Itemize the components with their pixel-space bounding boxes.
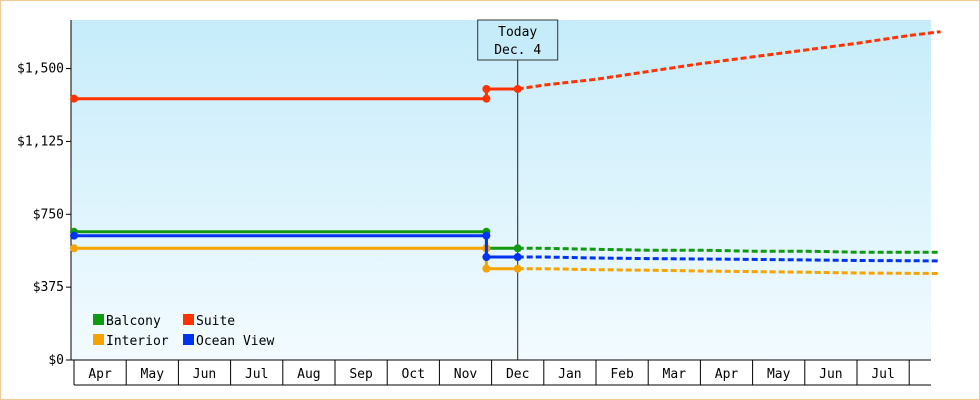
x-tick-label: Jun (819, 367, 842, 382)
x-tick-label: Mar (663, 367, 687, 382)
x-tick-label: Feb (610, 367, 634, 382)
today-label: Today (498, 25, 537, 40)
series-point (482, 94, 491, 103)
x-tick-label: May (141, 367, 165, 382)
series-forecast-line (517, 255, 941, 263)
x-tick-label: Sep (349, 367, 373, 382)
series-layer (70, 30, 941, 275)
y-tick-label: $375 (33, 280, 64, 295)
x-tick-label: Jan (558, 367, 581, 382)
today-marker: Today Dec. 4 (477, 19, 559, 360)
legend-label: Interior (106, 334, 169, 349)
series-forecast-line (517, 267, 941, 275)
x-tick-label: Jul (871, 367, 894, 382)
series-point (70, 94, 78, 103)
x-tick-label: Dec (506, 367, 529, 382)
y-tick-label: $0 (48, 353, 64, 368)
series-forecast-line (517, 30, 941, 91)
x-tick-label: Jul (245, 367, 268, 382)
y-tick-label: $1,125 (17, 134, 64, 149)
legend-swatch (183, 314, 194, 325)
series-point (70, 231, 78, 240)
legend-swatch (93, 334, 104, 345)
series-ocean-view (70, 231, 941, 263)
x-tick-label: Jun (193, 367, 216, 382)
plot-background (71, 20, 931, 360)
x-tick-label: Aug (297, 367, 320, 382)
series-suite (70, 30, 941, 103)
legend-item-interior: Interior (93, 334, 169, 349)
x-tick-label: Oct (402, 367, 425, 382)
legend-item-balcony: Balcony (93, 314, 161, 329)
legend-label: Balcony (106, 314, 161, 329)
x-tick-label: Apr (715, 367, 739, 382)
series-point (513, 253, 522, 262)
series-forecast-line (517, 246, 941, 254)
y-tick-label: $1,500 (17, 62, 64, 77)
legend-swatch (93, 314, 104, 325)
today-box (477, 19, 559, 61)
legend-item-ocean-view: Ocean View (183, 334, 274, 349)
y-tick-label: $750 (33, 207, 64, 222)
x-axis: Apr May Jun Jul Aug Sep Oct Nov Dec Jan Feb Mar Apr M… (71, 359, 931, 386)
y-axis: $0 $375 $750 $1,125 $1,500 (17, 20, 72, 368)
legend-label: Suite (196, 314, 235, 329)
series-point (513, 244, 522, 253)
x-tick-label: Apr (88, 367, 112, 382)
x-tick-label: May (767, 367, 791, 382)
today-date: Dec. 4 (494, 43, 541, 58)
series-point (70, 244, 78, 253)
legend-swatch (183, 334, 194, 345)
series-point (482, 231, 491, 240)
series-point (482, 264, 491, 273)
series-point (482, 84, 491, 93)
series-point (513, 84, 522, 93)
legend-label: Ocean View (196, 334, 274, 349)
series-point (513, 264, 522, 273)
legend: Balcony Suite Interior Ocean View (93, 314, 274, 349)
legend-item-suite: Suite (183, 314, 235, 329)
x-tick-label: Nov (454, 367, 478, 382)
series-point (482, 253, 491, 262)
